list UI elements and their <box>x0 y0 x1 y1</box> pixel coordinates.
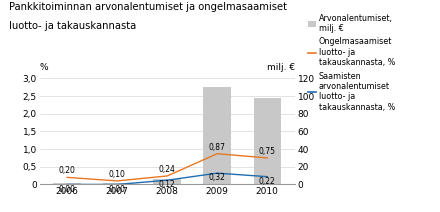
Bar <box>53 183 81 184</box>
Text: 0,87: 0,87 <box>209 143 226 152</box>
Bar <box>203 87 231 184</box>
Text: 0,24: 0,24 <box>159 165 176 174</box>
Text: 0,75: 0,75 <box>259 147 276 156</box>
Text: luotto- ja takauskannasta: luotto- ja takauskannasta <box>9 21 136 31</box>
Text: 0,00: 0,00 <box>59 185 76 194</box>
Legend: Arvonalentumiset,
milj. €, Ongelmasaamiset
luotto- ja
takauskannasta, %, Saamist: Arvonalentumiset, milj. €, Ongelmasaamis… <box>308 14 395 112</box>
Text: 0,22: 0,22 <box>259 177 275 186</box>
Text: 0,00: 0,00 <box>109 185 126 194</box>
Text: Pankkitoiminnan arvonalentumiset ja ongelmasaamiset: Pankkitoiminnan arvonalentumiset ja onge… <box>9 2 287 12</box>
Text: 0,32: 0,32 <box>209 173 226 182</box>
Bar <box>154 179 181 184</box>
Text: milj. €: milj. € <box>267 63 295 72</box>
Text: %: % <box>40 63 48 72</box>
Text: 0,20: 0,20 <box>59 166 76 176</box>
Text: 0,12: 0,12 <box>159 180 176 189</box>
Bar <box>253 98 281 184</box>
Text: 0,10: 0,10 <box>109 170 125 179</box>
Bar <box>103 183 131 184</box>
